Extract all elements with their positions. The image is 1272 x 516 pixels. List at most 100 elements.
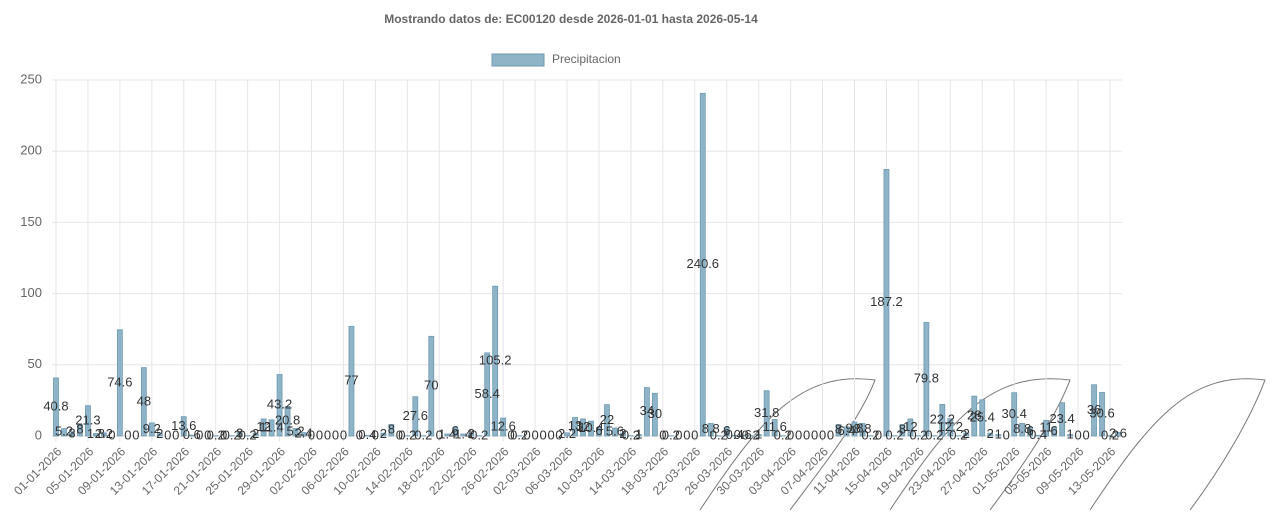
- bar: [947, 418, 954, 437]
- data-label: 0: [196, 427, 203, 442]
- data-label: 8: [899, 422, 906, 437]
- y-tick-label: 200: [20, 143, 42, 158]
- data-label: 0: [164, 427, 171, 442]
- data-label: 12: [903, 419, 917, 434]
- data-label: 0: [1082, 427, 1089, 442]
- data-label: 2.4: [294, 426, 312, 441]
- data-label: 0.2: [622, 427, 640, 442]
- data-label: 0: [436, 427, 443, 442]
- data-label: 2.6: [1109, 426, 1127, 441]
- data-label: 5.2: [55, 424, 73, 439]
- bar: [101, 432, 107, 437]
- bar: [268, 419, 275, 437]
- bar: [452, 427, 459, 437]
- data-label: 8: [388, 422, 395, 437]
- data-label: 27.6: [403, 408, 428, 423]
- bar: [428, 335, 435, 437]
- data-label: 0: [531, 427, 538, 442]
- bar: [1027, 427, 1034, 437]
- data-label: 9.8: [845, 420, 863, 435]
- bar: [979, 399, 986, 437]
- bar: [148, 422, 155, 437]
- data-label: 74.6: [107, 374, 132, 389]
- data-label: 8: [835, 422, 842, 437]
- artifact-curve: [889, 378, 1071, 511]
- bar: [284, 405, 291, 437]
- data-label: 0.2: [207, 427, 225, 442]
- bar: [93, 433, 99, 437]
- data-label: 11.6: [762, 419, 786, 434]
- data-label: 0: [523, 427, 530, 442]
- artifact-curve: [1089, 378, 1266, 511]
- data-label: 0: [819, 427, 826, 442]
- data-label: 0.2: [949, 427, 967, 442]
- data-label: 43.2: [267, 397, 292, 412]
- bar: [276, 374, 283, 437]
- data-label: 2.2: [558, 426, 576, 441]
- bar: [252, 432, 259, 437]
- data-label: 0: [803, 427, 810, 442]
- data-label: 3: [236, 425, 243, 440]
- bar: [492, 285, 499, 437]
- data-label: 240.6: [687, 256, 720, 271]
- bar: [699, 92, 706, 437]
- data-label: 11: [1039, 420, 1053, 435]
- bar: [300, 432, 307, 437]
- data-label: 6.4: [837, 423, 855, 438]
- data-label: 0: [316, 427, 323, 442]
- data-label: 0.2: [414, 427, 432, 442]
- bar: [739, 434, 746, 437]
- y-tick-label: 0: [35, 427, 42, 442]
- data-label: 13: [568, 418, 582, 433]
- y-tick-label: 100: [20, 285, 42, 300]
- bar: [348, 325, 355, 437]
- data-label: 0.2: [239, 427, 257, 442]
- data-label: 6: [452, 423, 459, 438]
- data-label: 13.6: [171, 418, 196, 433]
- bar: [388, 424, 395, 437]
- data-label: 5.6: [606, 423, 624, 438]
- data-label: 0: [340, 427, 347, 442]
- bar: [1099, 392, 1105, 437]
- bar: [939, 403, 946, 437]
- bar: [604, 404, 610, 437]
- bar: [723, 427, 730, 437]
- data-label: 0: [683, 427, 690, 442]
- bar: [987, 432, 994, 437]
- data-label: 0.2: [398, 427, 416, 442]
- data-label: 0.2: [885, 427, 903, 442]
- bar: [140, 367, 147, 437]
- bar: [1115, 431, 1121, 437]
- data-label: 20.8: [275, 413, 300, 428]
- bar: [364, 435, 371, 437]
- bar: [484, 352, 491, 437]
- data-label: 58.4: [475, 386, 500, 401]
- data-label: 3: [68, 425, 75, 440]
- data-label: 2: [619, 426, 626, 441]
- data-label: 0.2: [510, 427, 528, 442]
- data-label: 8.8: [1013, 421, 1031, 436]
- bar: [995, 434, 1002, 437]
- data-label: 22.2: [930, 412, 955, 427]
- data-label: 31.8: [754, 405, 779, 420]
- bar: [843, 426, 850, 437]
- data-label: 0.2: [861, 427, 879, 442]
- data-label: 0: [795, 427, 802, 442]
- data-label: 12.6: [491, 418, 516, 433]
- bar: [620, 432, 626, 437]
- data-label: 30.4: [1002, 406, 1027, 421]
- bar: [771, 419, 778, 437]
- bar: [763, 390, 770, 437]
- bar: [468, 432, 475, 437]
- data-label: 9.2: [143, 421, 161, 436]
- data-label: 25.4: [970, 409, 995, 424]
- bar: [1051, 427, 1058, 437]
- data-label: 0: [172, 427, 179, 442]
- bar: [899, 424, 906, 437]
- data-label: 0: [675, 427, 682, 442]
- bar: [85, 405, 91, 437]
- bar: [859, 423, 866, 437]
- data-label: 0.4: [726, 427, 744, 442]
- data-label: 23.4: [1049, 411, 1074, 426]
- data-label: 1: [755, 427, 762, 442]
